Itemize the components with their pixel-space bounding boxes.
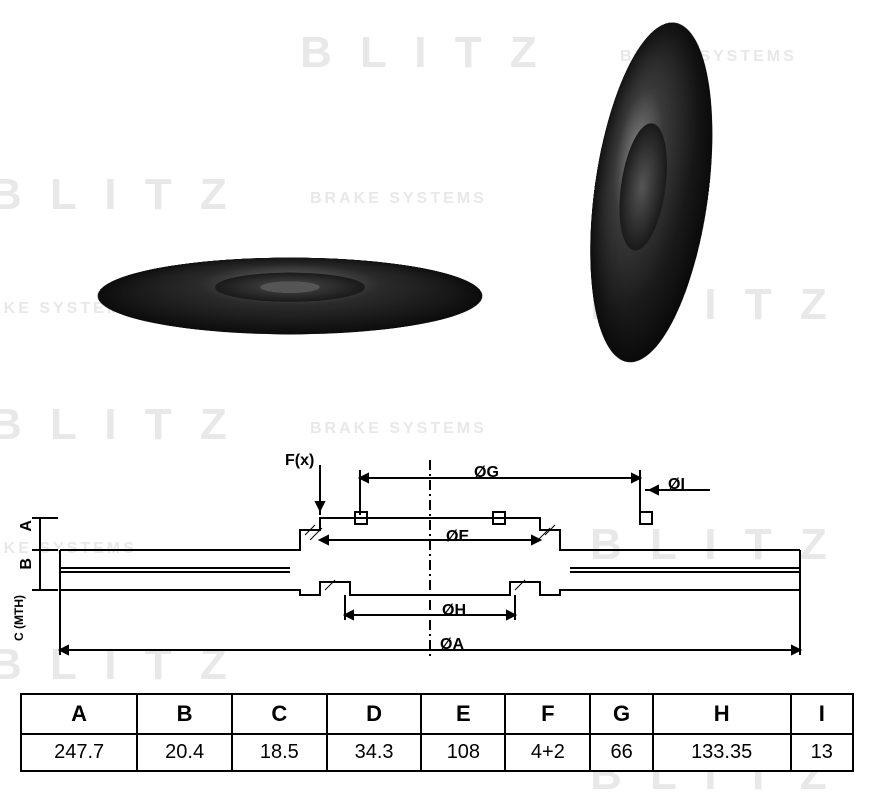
product-photo-area — [50, 10, 824, 440]
dim-label-f: F(x) — [285, 452, 314, 470]
dim-label-b: B — [18, 558, 36, 570]
th-b: B — [137, 694, 232, 734]
th-c: C — [232, 694, 327, 734]
table-value-row: 247.7 20.4 18.5 34.3 108 4+2 66 133.35 1… — [21, 734, 853, 771]
td-i: 13 — [791, 734, 853, 771]
th-d: D — [327, 694, 422, 734]
td-c: 18.5 — [232, 734, 327, 771]
td-g: 66 — [590, 734, 652, 771]
th-g: G — [590, 694, 652, 734]
brake-disc-top-view — [65, 258, 514, 335]
th-f: F — [505, 694, 590, 734]
table-header-row: A B C D E F G H I — [21, 694, 853, 734]
technical-diagram: ØG ØI F(x) ØE ØH ØA A B C (MTH) — [10, 440, 864, 680]
td-b: 20.4 — [137, 734, 232, 771]
th-e: E — [421, 694, 505, 734]
dim-label-g: ØG — [474, 464, 499, 482]
td-h: 133.35 — [653, 734, 791, 771]
dim-label-i: ØI — [668, 476, 685, 494]
brake-disc-side-view — [575, 0, 732, 387]
dim-label-c: C (MTH) — [12, 595, 26, 641]
cross-section-svg — [10, 440, 864, 680]
td-e: 108 — [421, 734, 505, 771]
th-h: H — [653, 694, 791, 734]
dim-label-h: ØH — [442, 602, 466, 620]
td-f: 4+2 — [505, 734, 590, 771]
spec-table: A B C D E F G H I 247.7 20.4 18.5 34.3 1… — [20, 693, 854, 772]
dim-label-e: ØE — [446, 528, 469, 546]
spec-table-container: A B C D E F G H I 247.7 20.4 18.5 34.3 1… — [20, 693, 854, 772]
th-a: A — [21, 694, 137, 734]
td-d: 34.3 — [327, 734, 422, 771]
th-i: I — [791, 694, 853, 734]
dim-label-d: A — [18, 520, 36, 532]
td-a: 247.7 — [21, 734, 137, 771]
dim-label-oa: ØA — [440, 636, 464, 654]
